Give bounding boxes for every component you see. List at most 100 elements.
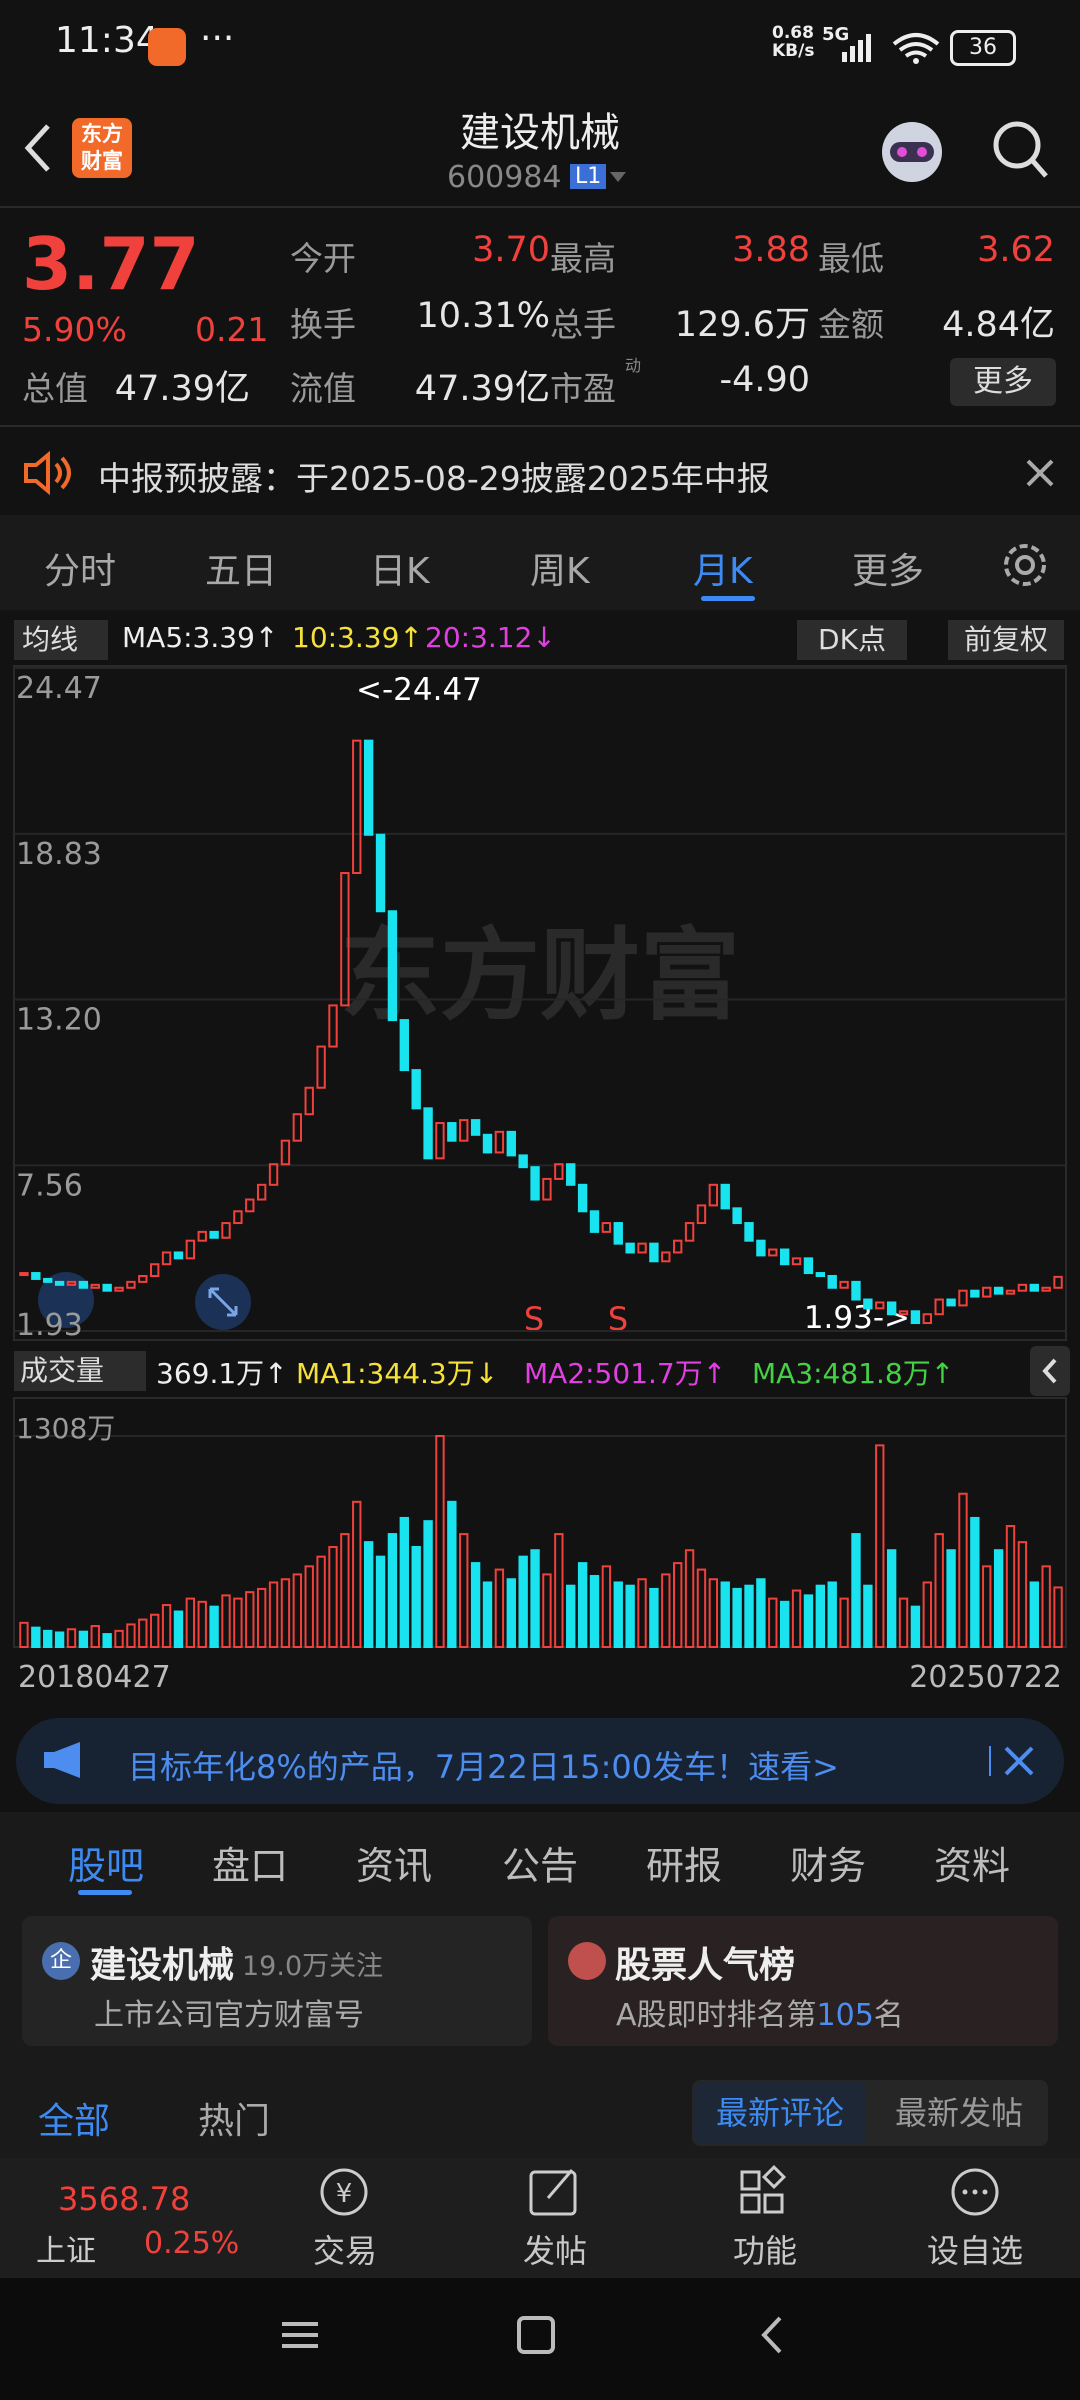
sort-latest-post[interactable]: 最新发帖 xyxy=(894,2094,1023,2132)
y-tick-label: 18.83 xyxy=(16,837,102,872)
system-nav-icons[interactable] xyxy=(0,2300,1080,2380)
filter-all[interactable]: 全部 xyxy=(38,2101,111,2142)
change: 0.21 xyxy=(195,310,269,349)
index-value[interactable]: 3568.78 xyxy=(58,2180,191,2218)
candle xyxy=(886,1301,897,1316)
period-tab[interactable]: 五日 xyxy=(205,551,278,592)
chart: 东方财富 <-24.47 1.93-> S S 20180427 2025072… xyxy=(13,665,1067,1695)
rank-card[interactable] xyxy=(548,1916,1058,2046)
section-tab[interactable]: 公告 xyxy=(502,1844,579,1888)
official-card[interactable] xyxy=(22,1916,532,2046)
more-button[interactable]: 更多 xyxy=(950,358,1056,406)
filter-hot[interactable]: 热门 xyxy=(198,2101,271,2142)
section-tab[interactable]: 财务 xyxy=(790,1844,867,1888)
candle xyxy=(280,1139,291,1166)
search-button[interactable] xyxy=(990,118,1050,182)
ad-text[interactable]: 目标年化8%的产品，7月22日15:00发车！速看> xyxy=(128,1748,839,1786)
collapse-arrow xyxy=(1042,1358,1057,1384)
collapse-button[interactable] xyxy=(1030,1346,1070,1396)
volume-bar xyxy=(577,1562,588,1648)
candle xyxy=(423,1107,433,1160)
nav-item[interactable]: 设自选 xyxy=(926,2232,1023,2270)
field-label: 流值 xyxy=(290,369,356,408)
candle xyxy=(31,1272,41,1280)
time: 11:34 xyxy=(55,20,159,61)
card-title: 建设机械 xyxy=(90,1945,235,1986)
adjust-button[interactable]: 前复权 xyxy=(948,620,1064,660)
volume-bar xyxy=(280,1578,291,1648)
close-notice[interactable] xyxy=(1025,458,1055,488)
status-icons xyxy=(842,33,940,64)
volume-bar xyxy=(970,1516,980,1648)
back-button[interactable] xyxy=(18,118,58,178)
candle xyxy=(1017,1283,1028,1292)
period-tab[interactable]: 日K xyxy=(370,551,430,592)
volume-bar xyxy=(791,1589,802,1649)
section-tab[interactable]: 资料 xyxy=(934,1844,1011,1888)
robot-icon[interactable] xyxy=(872,110,952,190)
section-tab[interactable]: 研报 xyxy=(646,1844,723,1888)
volume-bar xyxy=(886,1549,897,1649)
volume-bar xyxy=(447,1500,457,1649)
section-tab[interactable]: 盘口 xyxy=(212,1844,289,1888)
volume-bar xyxy=(720,1581,730,1648)
volume-bar xyxy=(625,1584,635,1649)
field-value: 129.6万 xyxy=(674,305,810,345)
candle xyxy=(993,1286,1004,1295)
battery: 36 xyxy=(950,30,1016,66)
section-tab[interactable]: 股吧 xyxy=(68,1844,145,1888)
network: 5G xyxy=(822,24,850,45)
candle xyxy=(185,1239,196,1260)
settings-icon[interactable] xyxy=(1000,540,1050,590)
candle xyxy=(779,1248,790,1266)
volume-bar xyxy=(363,1541,374,1648)
sort-latest-comment[interactable]: 最新评论 xyxy=(694,2082,866,2144)
candle xyxy=(696,1204,707,1225)
candle xyxy=(589,1210,600,1233)
volume-bar xyxy=(459,1533,469,1648)
volume-bar xyxy=(542,1573,552,1648)
close-ad[interactable] xyxy=(988,1744,1036,1778)
volume-bar xyxy=(530,1549,540,1649)
candle xyxy=(447,1122,457,1142)
period-tab[interactable]: 更多 xyxy=(852,551,925,592)
level-badge[interactable]: L1 xyxy=(570,164,607,189)
period-tab[interactable]: 分时 xyxy=(44,551,117,592)
dk-button[interactable]: DK点 xyxy=(797,620,907,660)
candle xyxy=(815,1272,826,1277)
section-tab[interactable]: 资讯 xyxy=(356,1844,433,1888)
volume-bar xyxy=(673,1562,683,1648)
candle xyxy=(756,1239,766,1257)
field-label: 金额 xyxy=(818,305,884,344)
candle xyxy=(352,739,362,875)
signal-marker: S xyxy=(608,1300,628,1338)
net-speed: 0.68 KB/s xyxy=(772,24,814,60)
candle xyxy=(732,1207,742,1225)
ad-banner[interactable] xyxy=(16,1718,1064,1804)
period-tab[interactable]: 月K xyxy=(693,551,753,592)
stock-code: 600984 xyxy=(447,160,562,195)
volume-bar xyxy=(185,1597,196,1648)
volume-bar xyxy=(779,1600,790,1648)
net-speed-value: 0.68 xyxy=(772,23,814,43)
ma-selector[interactable]: 均线 xyxy=(14,620,108,660)
nav-item[interactable]: 交易 xyxy=(312,2232,377,2270)
candle xyxy=(375,833,386,913)
period-tab[interactable]: 周K xyxy=(530,551,590,592)
card-sub: A股即时排名第105名 xyxy=(616,1990,904,2034)
level-caret xyxy=(610,172,626,182)
active-section-indicator xyxy=(78,1890,132,1895)
y-tick-label: 1308万 xyxy=(16,1412,115,1445)
notice-text[interactable]: 中报预披露：于2025-08-29披露2025年中报 xyxy=(98,459,770,498)
volume-bar xyxy=(708,1578,719,1648)
candle xyxy=(363,739,374,836)
candle xyxy=(256,1183,267,1201)
volume-selector[interactable]: 成交量 xyxy=(14,1351,146,1391)
nav-item[interactable]: 发帖 xyxy=(522,2232,587,2270)
volume-bar xyxy=(910,1605,921,1649)
volume-bar xyxy=(54,1631,65,1649)
candle xyxy=(340,872,350,1007)
candle xyxy=(494,1130,505,1154)
nav-item[interactable]: 功能 xyxy=(732,2232,797,2270)
signal-marker: S xyxy=(524,1300,544,1338)
